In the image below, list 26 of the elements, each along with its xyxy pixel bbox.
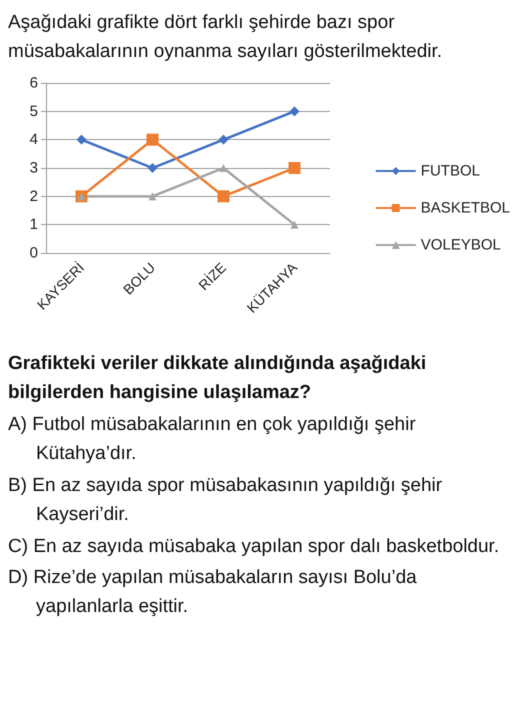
point — [290, 106, 300, 116]
text: B) En az sayıda spor müsabakasının yapıldığı şehir Kayseri’dir. — [8, 474, 444, 528]
point — [290, 220, 298, 229]
point — [220, 164, 228, 172]
point — [148, 162, 158, 173]
point — [218, 190, 230, 202]
text: C) En az sayıda müsabaka yapılan spor dalı basketboldur. — [8, 534, 500, 558]
y-tick-label: 2 — [30, 188, 38, 205]
text: D) Rize’de yapılan müsabakaların sayısı Bolu’da yapılanlarla eşittir. — [8, 566, 418, 620]
point — [76, 134, 86, 145]
y-tick-label: 0 — [30, 244, 38, 262]
y-tick-label: 4 — [30, 131, 38, 148]
point — [288, 162, 300, 174]
legend-label: FUTBOL — [420, 162, 480, 180]
legend-label: VOLEYBOL — [420, 236, 501, 254]
point — [148, 192, 156, 200]
y-tick-label: 3 — [30, 159, 38, 176]
point — [218, 134, 228, 145]
y-tick-label: 6 — [30, 74, 38, 92]
text: A) Futbol müsabakalarının en çok yapıldığı şehir Kütahya’dır. — [8, 412, 417, 466]
y-tick-label: 1 — [30, 216, 38, 234]
chart-title: Aşağıdaki grafikte dört farklı şehirde bazı spor müsabakalarının oynanma sayıları gösterilmektedir. — [8, 11, 444, 64]
y-tick-label: 5 — [30, 102, 38, 120]
point — [146, 134, 158, 146]
legend-label: BASKETBOL — [420, 199, 510, 216]
text: Grafikteki veriler dikkate alındığında aşağıdaki bilgilerden hangisine ulaşılamaz? — [8, 352, 428, 406]
